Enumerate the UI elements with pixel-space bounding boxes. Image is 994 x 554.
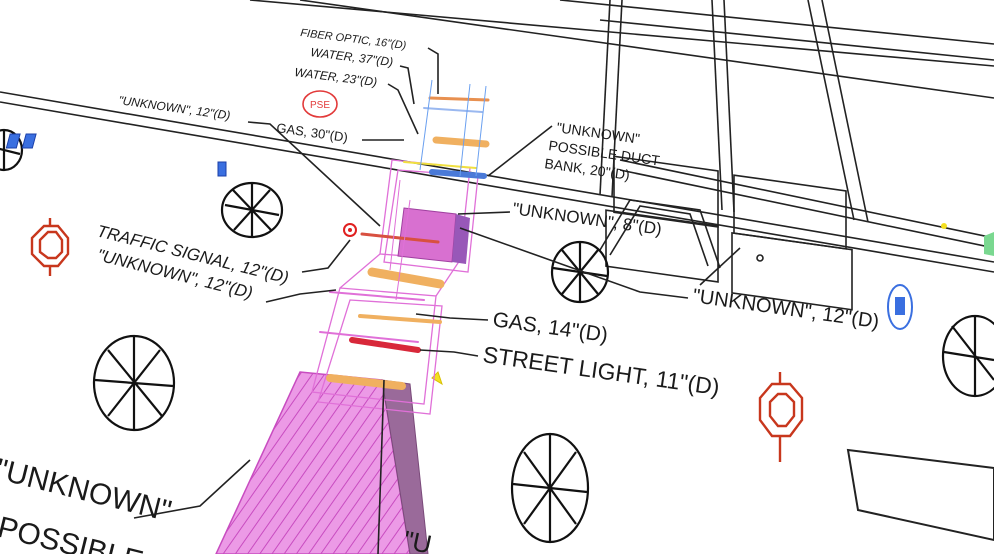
manhole-icon [510,432,590,544]
traffic-signal-pole-icon [758,372,804,462]
pse-label: PSE [310,100,330,111]
label-unknown-12-top: "UNKNOWN", 12"(D) [118,93,232,123]
traffic-signal-pole-icon [30,218,70,276]
manhole-icon [220,181,284,239]
label-street-light: STREET LIGHT, 11"(D) [481,341,721,400]
label-gas-14: GAS, 14"(D) [491,308,609,347]
catch-basin-icon [887,284,913,330]
fire-hydrant-icon [343,223,994,386]
pse-marker: PSE [302,90,338,118]
label-unknown-bottom-cut: "U [401,525,435,554]
manhole-icon [941,314,994,398]
manhole-icon [0,128,24,172]
label-unknown-8: "UNKNOWN", 8"(D) [511,199,663,239]
street-linework [0,0,994,542]
manhole-icon [92,334,176,432]
manhole-icon [550,240,610,304]
catch-basin-icon [5,133,227,177]
utility-stack [215,79,490,554]
label-water-23: WATER, 23"(D) [294,65,378,89]
leader-lines [133,47,689,554]
